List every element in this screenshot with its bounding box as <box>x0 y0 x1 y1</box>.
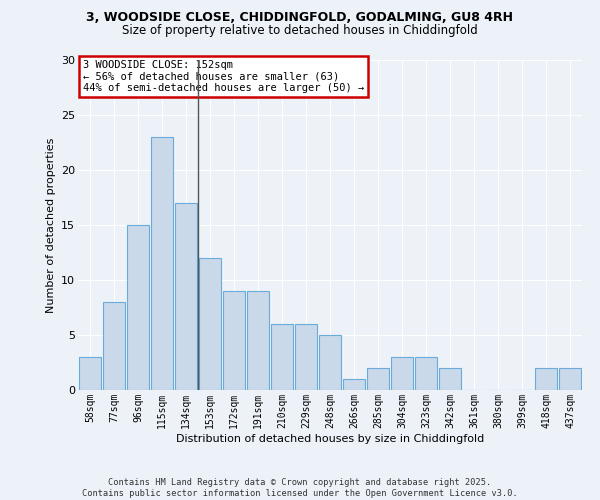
Bar <box>223 291 245 390</box>
Bar <box>175 203 197 390</box>
Text: Size of property relative to detached houses in Chiddingfold: Size of property relative to detached ho… <box>122 24 478 37</box>
Bar <box>199 258 221 390</box>
Bar <box>391 357 413 390</box>
Bar <box>247 291 269 390</box>
X-axis label: Distribution of detached houses by size in Chiddingfold: Distribution of detached houses by size … <box>176 434 484 444</box>
Text: Contains HM Land Registry data © Crown copyright and database right 2025.
Contai: Contains HM Land Registry data © Crown c… <box>82 478 518 498</box>
Bar <box>127 225 149 390</box>
Bar <box>439 368 461 390</box>
Bar <box>151 137 173 390</box>
Bar <box>295 324 317 390</box>
Bar <box>79 357 101 390</box>
Bar <box>271 324 293 390</box>
Bar <box>343 379 365 390</box>
Bar <box>103 302 125 390</box>
Bar <box>535 368 557 390</box>
Bar <box>415 357 437 390</box>
Bar <box>559 368 581 390</box>
Bar <box>367 368 389 390</box>
Bar <box>319 335 341 390</box>
Text: 3, WOODSIDE CLOSE, CHIDDINGFOLD, GODALMING, GU8 4RH: 3, WOODSIDE CLOSE, CHIDDINGFOLD, GODALMI… <box>86 11 514 24</box>
Text: 3 WOODSIDE CLOSE: 152sqm
← 56% of detached houses are smaller (63)
44% of semi-d: 3 WOODSIDE CLOSE: 152sqm ← 56% of detach… <box>83 60 364 93</box>
Y-axis label: Number of detached properties: Number of detached properties <box>46 138 56 312</box>
